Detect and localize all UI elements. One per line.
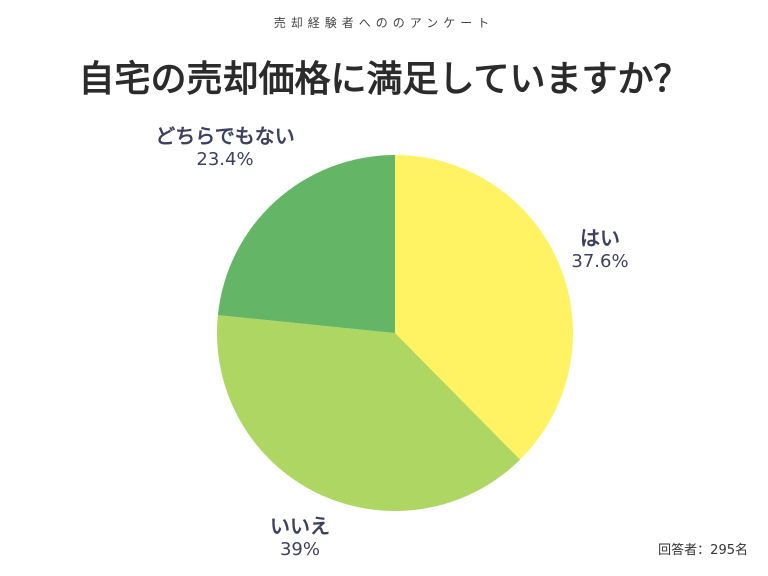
pie-slice-neutral	[217, 155, 395, 333]
pie-slice-no	[217, 315, 521, 512]
respondent-count: 回答者：295名	[658, 543, 748, 558]
label-no: いいえ 39%	[240, 514, 360, 562]
label-neutral-pct: 23.4%	[196, 149, 254, 170]
chart-subtitle: 売却経験者へののアンケート	[273, 16, 495, 30]
label-no-name: いいえ	[270, 514, 330, 538]
pie-slice-yes	[395, 155, 574, 460]
label-neutral-name: どちらでもない	[155, 124, 295, 148]
chart-title: 自宅の売却価格に満足していますか？	[78, 59, 690, 100]
label-yes-name: はい	[580, 226, 620, 250]
label-yes: はい 37.6%	[540, 226, 660, 274]
label-neutral: どちらでもない 23.4%	[140, 124, 310, 172]
label-yes-pct: 37.6%	[571, 251, 629, 272]
label-no-pct: 39%	[279, 539, 320, 560]
